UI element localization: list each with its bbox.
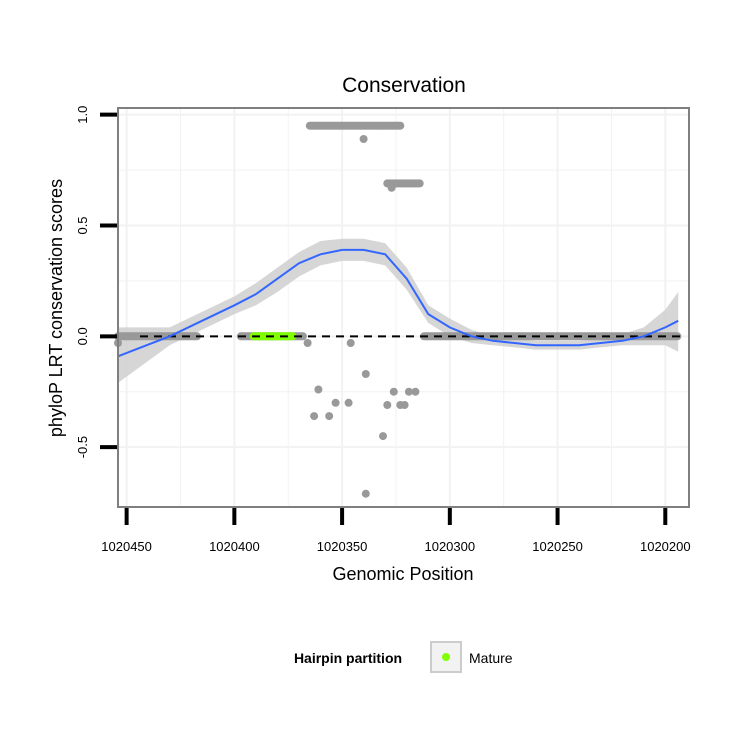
grid-lines [118,108,689,507]
x-tick-label: 1020350 [317,539,368,554]
data-point [310,412,319,421]
data-point [389,387,398,396]
x-tick-label: 1020300 [424,539,475,554]
y-tick-label: 0.5 [75,216,90,234]
x-tick-label: 1020450 [101,539,152,554]
data-point [361,489,370,498]
plot-panel-border [117,107,690,508]
y-axis: -0.5 0.0 0.5 1.0 [75,106,117,458]
data-point [415,179,424,188]
data-point [387,183,396,192]
data-point [298,332,307,341]
data-point [344,398,353,407]
data-point [325,412,334,421]
legend-mature-swatch [442,653,450,661]
y-tick-label: 0.0 [75,327,90,345]
y-tick-label: -0.5 [75,436,90,458]
x-tick-label: 1020200 [640,539,691,554]
points-layer [114,121,682,498]
data-point [331,398,340,407]
data-point [379,432,387,441]
chart-title: Conservation [342,74,466,97]
data-point [400,401,409,409]
data-point [303,339,312,347]
data-point [361,370,370,378]
data-point [359,135,368,143]
x-tick-label: 1020250 [532,539,583,554]
x-axis-title: Genomic Position [332,564,473,584]
smooth-confidence-ribbon [118,238,679,383]
x-axis: 1020450 1020400 1020350 1020300 1020250 10202… [101,508,691,554]
y-axis-title: phyloP LRT conservation scores [46,179,66,437]
data-point [383,401,392,409]
x-tick-label: 1020400 [209,539,260,554]
loess-smooth-line [117,248,679,358]
legend: Hairpin partition Mature [294,641,513,673]
data-point [314,385,323,394]
y-tick-label: 1.0 [75,106,90,124]
confidence-ribbon-layer [118,238,679,383]
legend-title: Hairpin partition [294,650,402,666]
smooth-line-layer [117,248,679,358]
data-point [346,339,355,347]
data-point [396,121,405,130]
mature-point [288,332,297,341]
data-point [411,387,420,396]
legend-label-mature: Mature [469,650,513,666]
data-point [404,387,413,396]
